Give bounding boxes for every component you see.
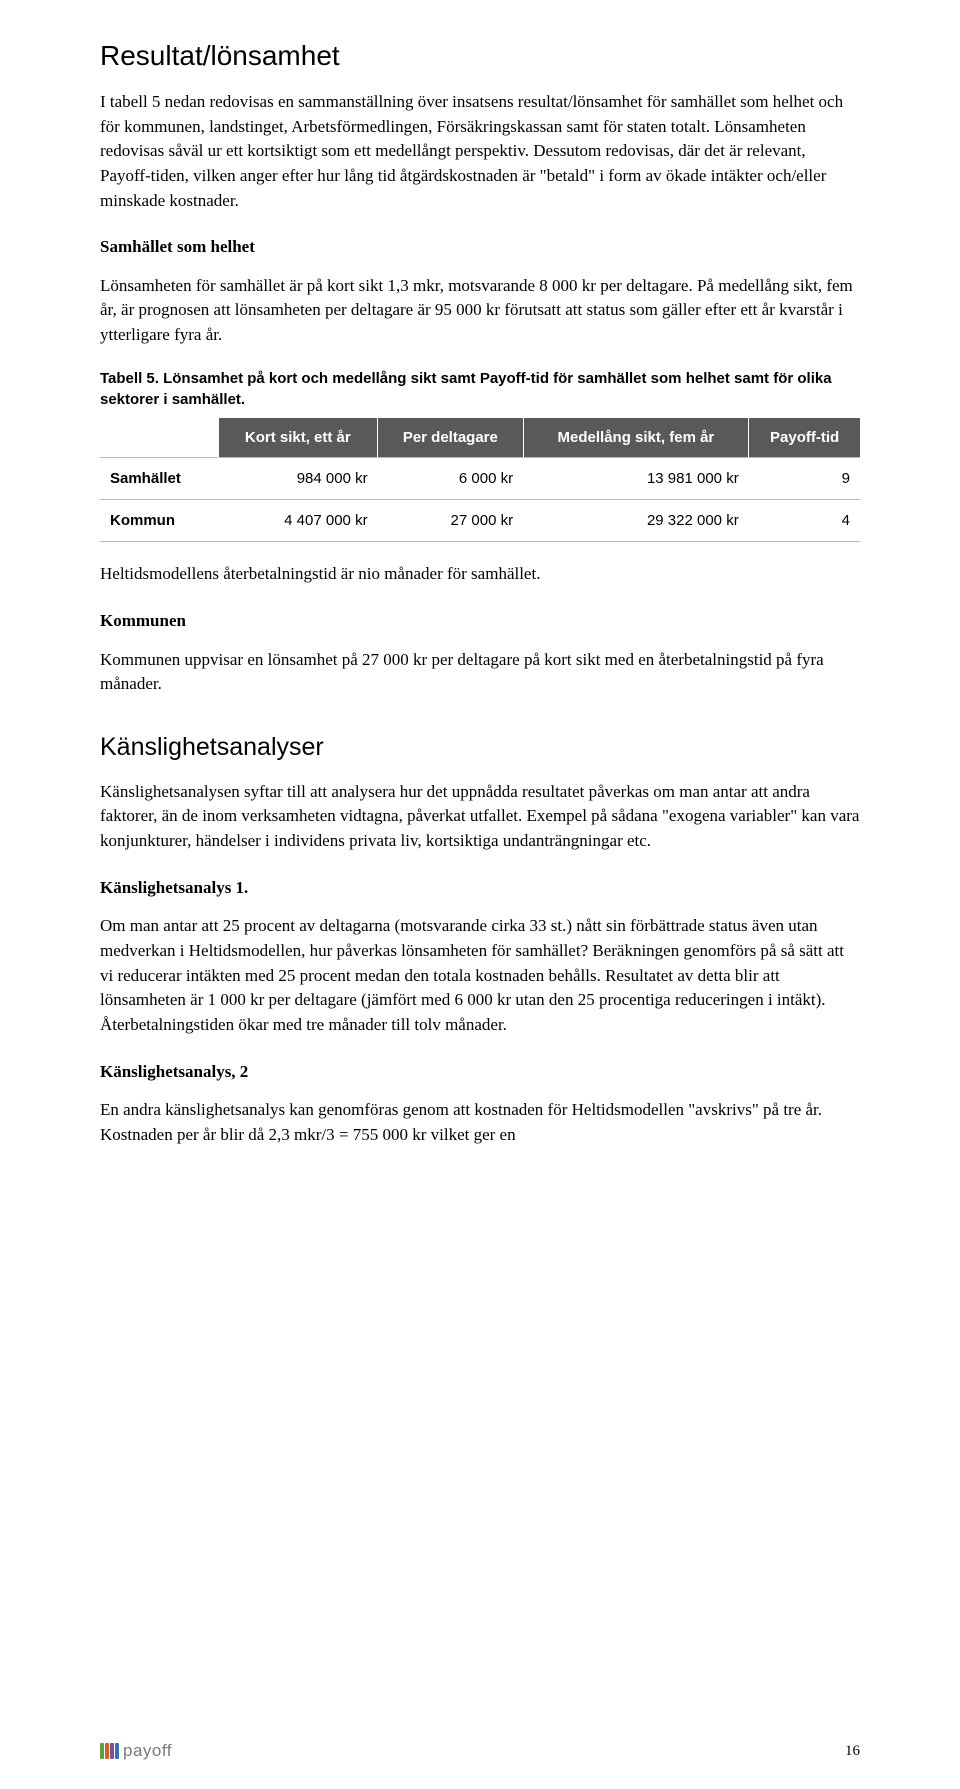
flag-bar xyxy=(105,1743,109,1759)
subheading-samhallet: Samhället som helhet xyxy=(100,235,860,260)
logo-text: payoff xyxy=(123,1741,172,1761)
table-cell: Kommun xyxy=(100,500,218,542)
table-cell: 27 000 kr xyxy=(378,500,524,542)
table-header-cell: Kort sikt, ett år xyxy=(218,418,378,458)
intro-paragraph: I tabell 5 nedan redovisas en sammanstäl… xyxy=(100,90,860,213)
subheading-kans1: Känslighetsanalys 1. xyxy=(100,876,860,901)
table-header-cell: Medellång sikt, fem år xyxy=(523,418,749,458)
flag-bar xyxy=(115,1743,119,1759)
flag-bar xyxy=(110,1743,114,1759)
page-number: 16 xyxy=(845,1743,860,1760)
page-footer: payoff 16 xyxy=(100,1741,860,1761)
table-header-cell: Payoff-tid xyxy=(749,418,860,458)
table-cell: 4 407 000 kr xyxy=(218,500,378,542)
table-cell: 9 xyxy=(749,458,860,500)
table-row: Samhället 984 000 kr 6 000 kr 13 981 000… xyxy=(100,458,860,500)
logo-flag-icon xyxy=(100,1743,119,1759)
section-heading-resultat: Resultat/lönsamhet xyxy=(100,40,860,72)
table-caption: Tabell 5. Lönsamhet på kort och medellån… xyxy=(100,368,860,410)
table-header-cell xyxy=(100,418,218,458)
kommunen-paragraph: Kommunen uppvisar en lönsamhet på 27 000… xyxy=(100,648,860,697)
flag-bar xyxy=(100,1743,104,1759)
table-header-row: Kort sikt, ett år Per deltagare Medellån… xyxy=(100,418,860,458)
section-heading-kanslighet: Känslighetsanalyser xyxy=(100,733,860,762)
samhallet-paragraph: Lönsamheten för samhället är på kort sik… xyxy=(100,274,860,348)
kanslighet-intro: Känslighetsanalysen syftar till att anal… xyxy=(100,780,860,854)
after-table-paragraph: Heltidsmodellens återbetalningstid är ni… xyxy=(100,562,860,587)
table-cell: 4 xyxy=(749,500,860,542)
table-cell: 29 322 000 kr xyxy=(523,500,749,542)
table-header-cell: Per deltagare xyxy=(378,418,524,458)
subheading-kommunen: Kommunen xyxy=(100,609,860,634)
kans2-paragraph: En andra känslighetsanalys kan genomföra… xyxy=(100,1098,860,1147)
table-cell: 6 000 kr xyxy=(378,458,524,500)
payoff-logo: payoff xyxy=(100,1741,172,1761)
lonsamhet-table: Kort sikt, ett år Per deltagare Medellån… xyxy=(100,418,860,543)
table-cell: 13 981 000 kr xyxy=(523,458,749,500)
table-cell: Samhället xyxy=(100,458,218,500)
kans1-paragraph: Om man antar att 25 procent av deltagarn… xyxy=(100,914,860,1037)
table-row: Kommun 4 407 000 kr 27 000 kr 29 322 000… xyxy=(100,500,860,542)
subheading-kans2: Känslighetsanalys, 2 xyxy=(100,1060,860,1085)
table-cell: 984 000 kr xyxy=(218,458,378,500)
